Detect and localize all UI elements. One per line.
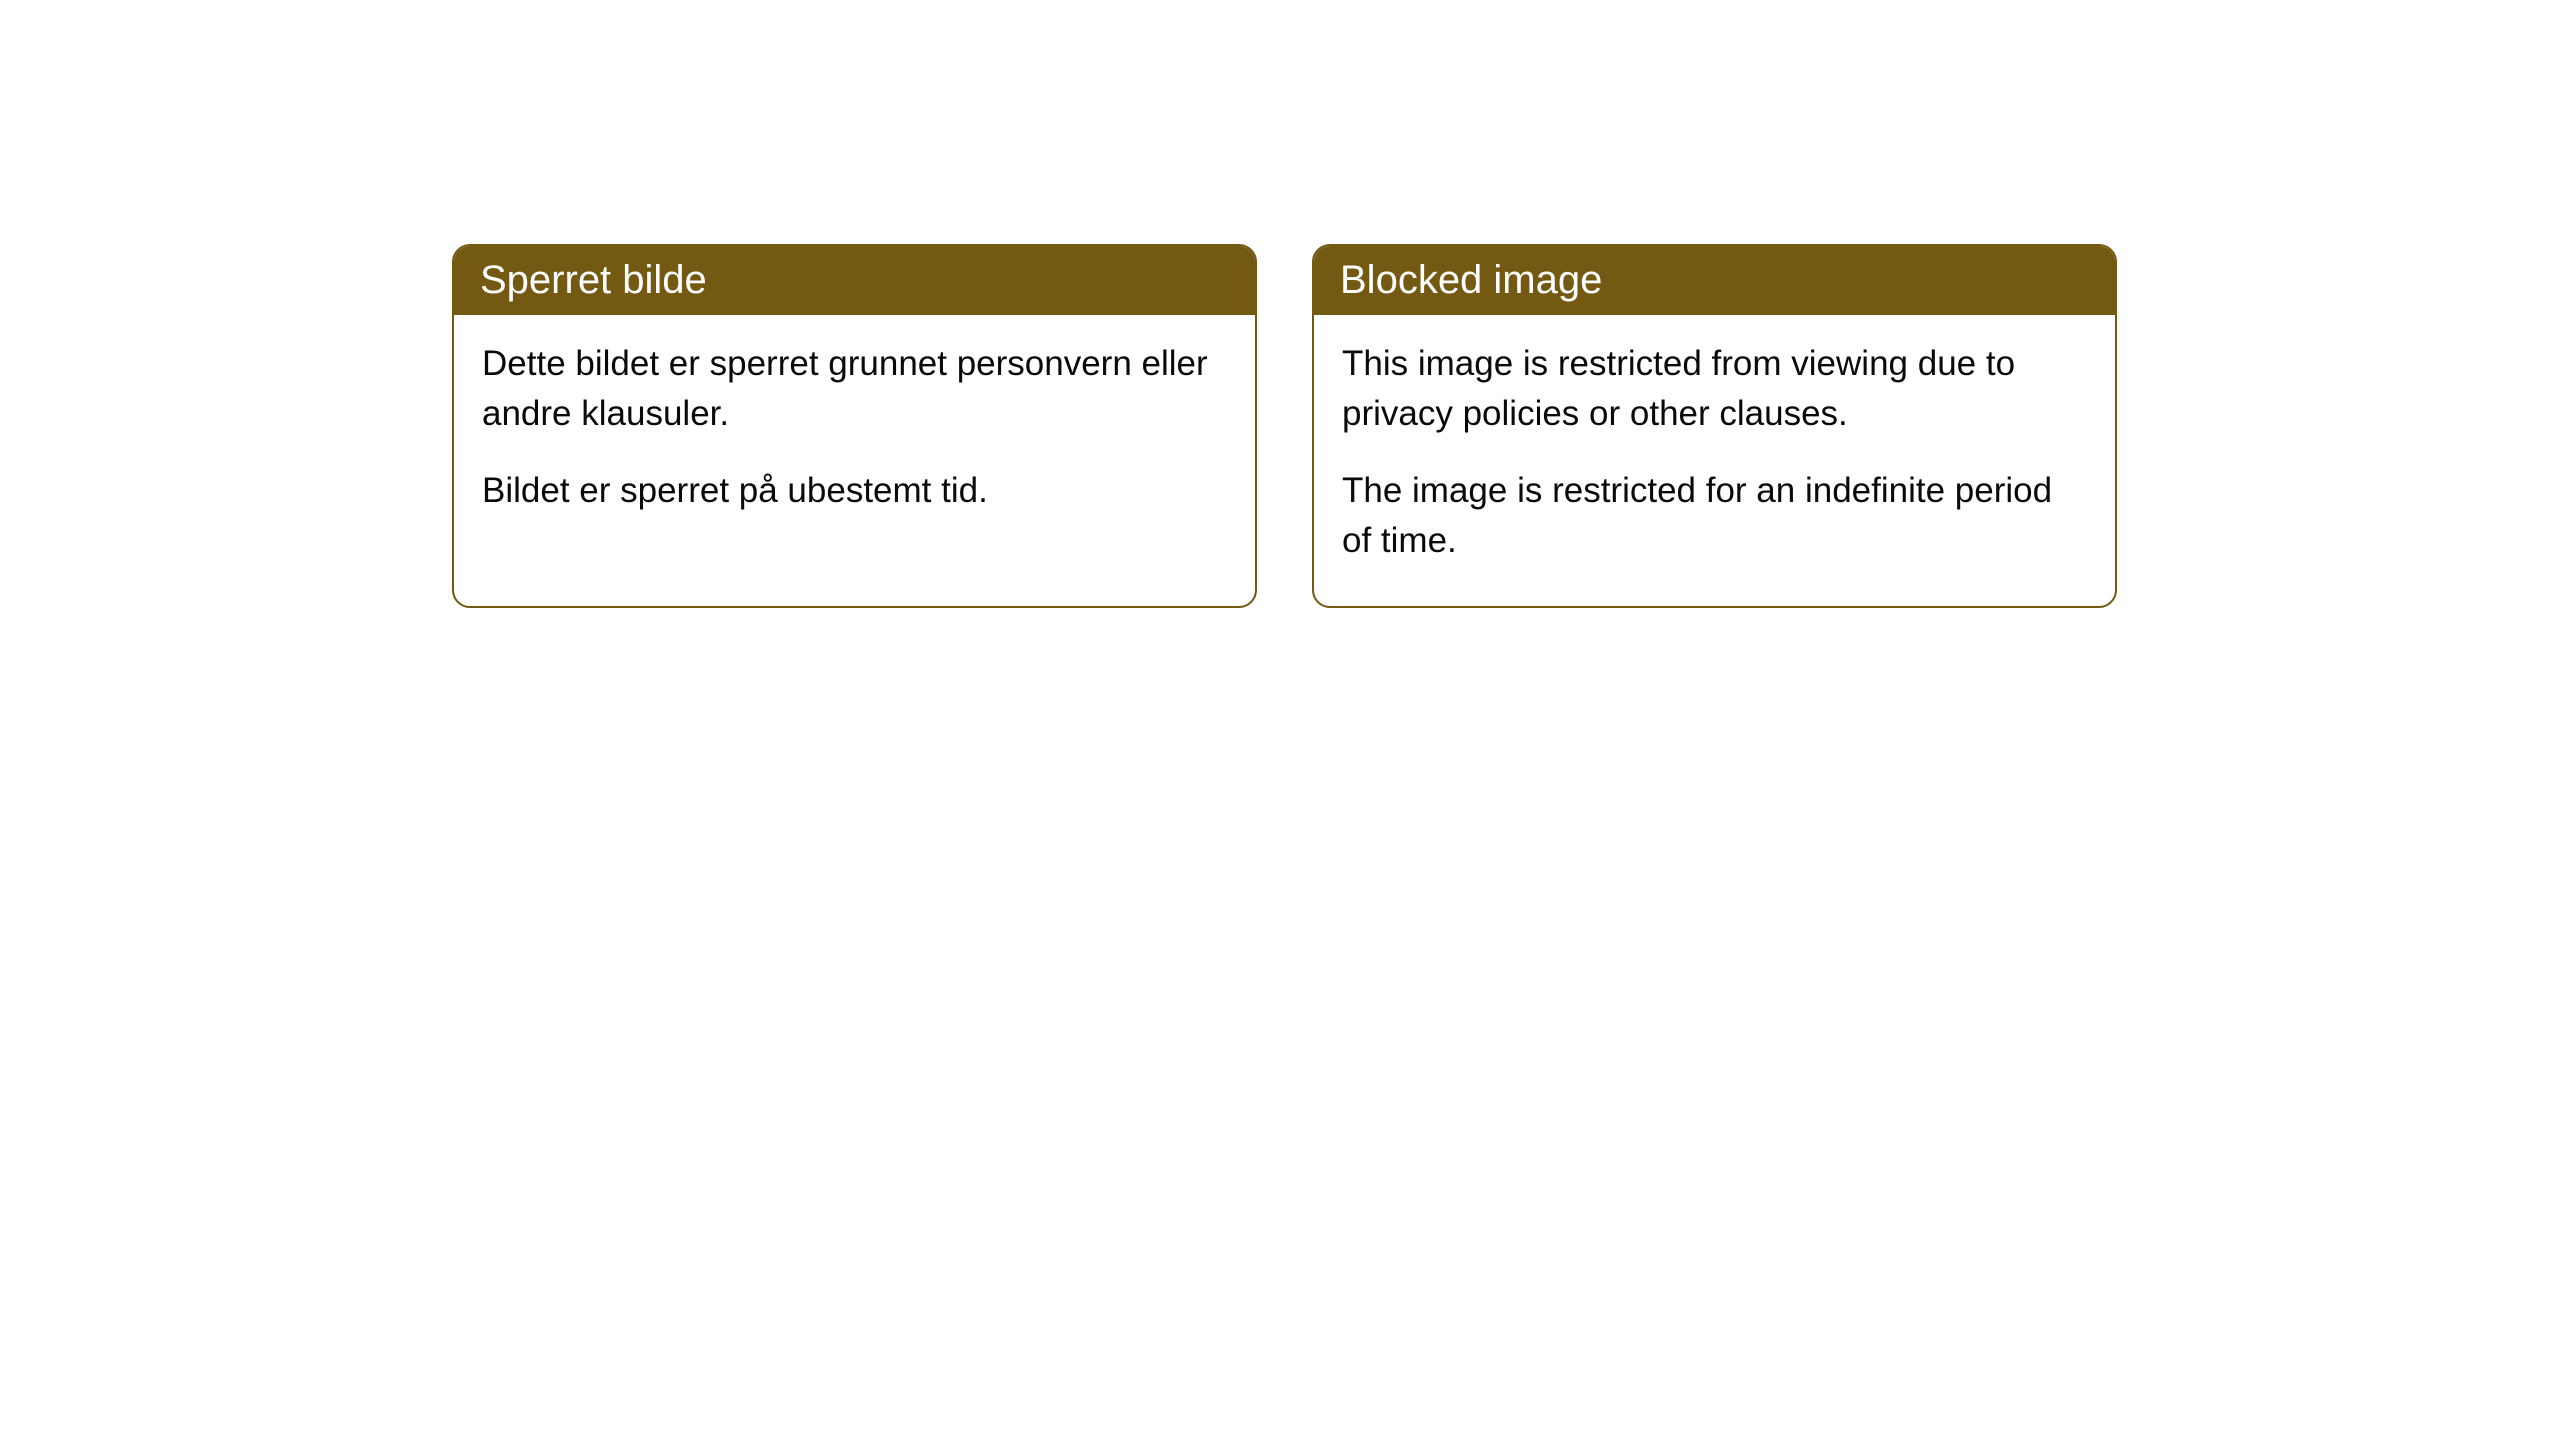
card-paragraph-duration: Bildet er sperret på ubestemt tid. [482, 466, 1227, 516]
card-body-norwegian: Dette bildet er sperret grunnet personve… [454, 315, 1255, 556]
card-body-english: This image is restricted from viewing du… [1314, 315, 2115, 606]
card-header-text: Blocked image [1340, 258, 1602, 302]
card-paragraph-duration: The image is restricted for an indefinit… [1342, 466, 2087, 565]
card-paragraph-reason: This image is restricted from viewing du… [1342, 339, 2087, 438]
card-header-norwegian: Sperret bilde [454, 246, 1255, 315]
card-paragraph-reason: Dette bildet er sperret grunnet personve… [482, 339, 1227, 438]
notice-cards-container: Sperret bilde Dette bildet er sperret gr… [452, 244, 2560, 608]
card-header-english: Blocked image [1314, 246, 2115, 315]
notice-card-norwegian: Sperret bilde Dette bildet er sperret gr… [452, 244, 1257, 608]
card-header-text: Sperret bilde [480, 258, 707, 302]
notice-card-english: Blocked image This image is restricted f… [1312, 244, 2117, 608]
